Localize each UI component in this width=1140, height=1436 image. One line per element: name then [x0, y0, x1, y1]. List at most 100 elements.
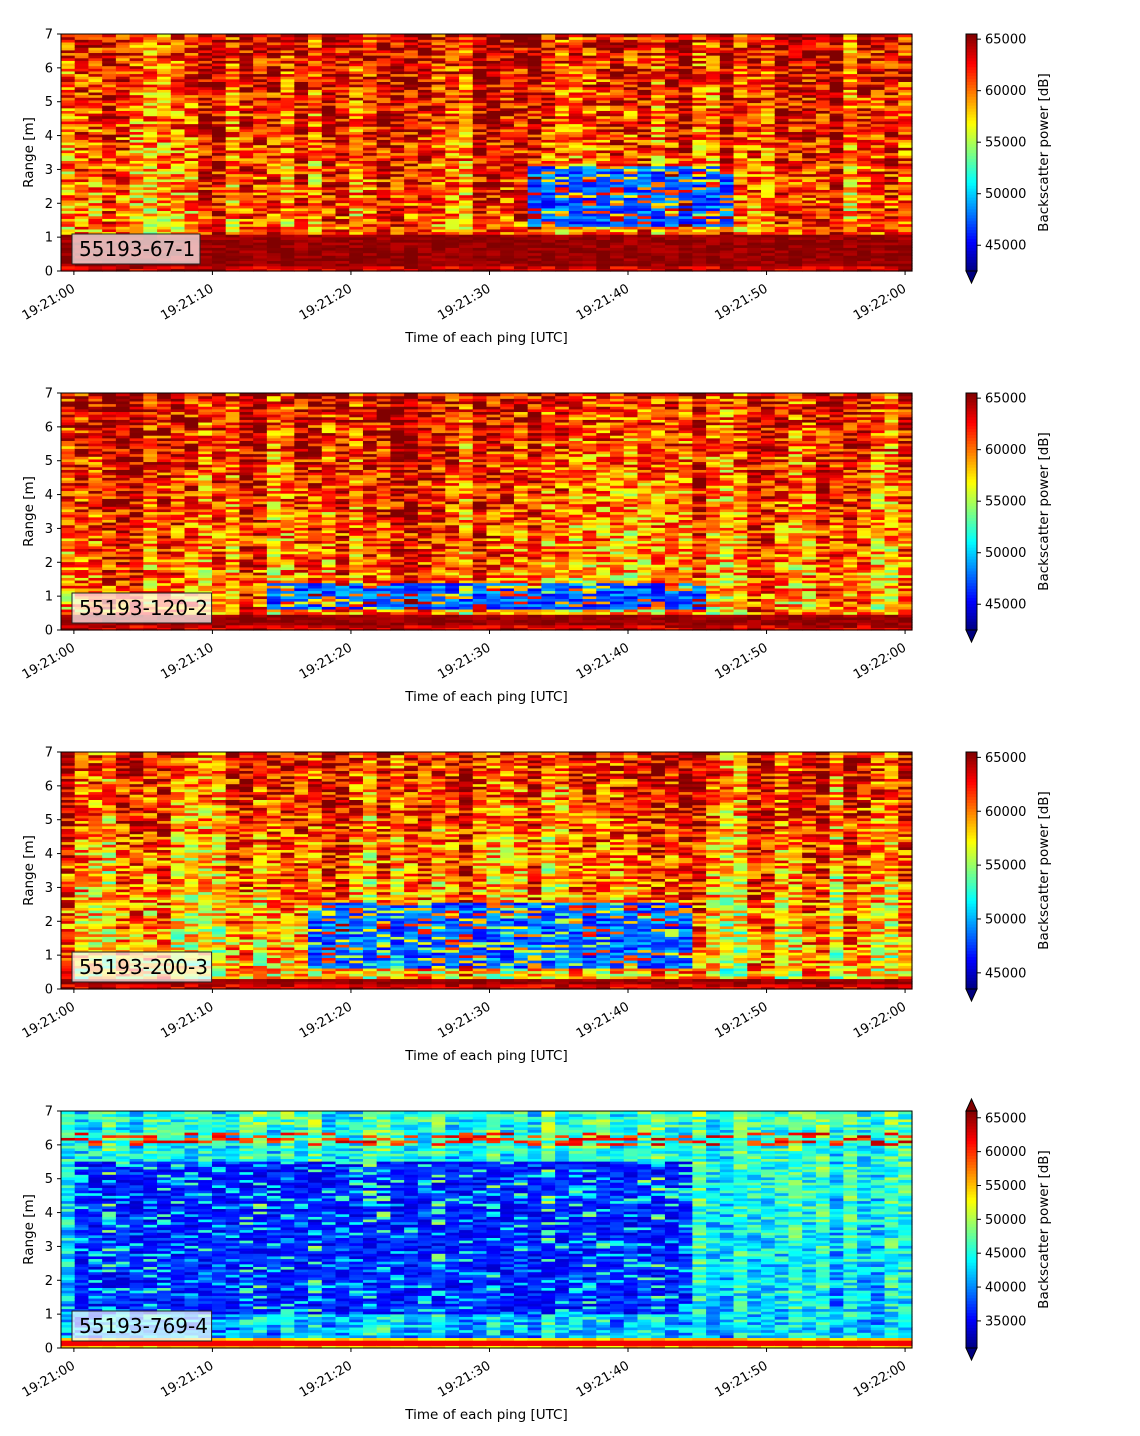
heatmap-cell	[61, 176, 76, 180]
heatmap-cell	[102, 215, 117, 219]
heatmap-cell	[170, 189, 186, 193]
heatmap-cell	[610, 134, 625, 138]
heatmap-cell	[294, 181, 309, 185]
heatmap-cell	[459, 84, 474, 88]
heatmap-cell	[459, 197, 474, 201]
heatmap-cell	[349, 189, 364, 193]
heatmap-cell	[431, 107, 446, 111]
heatmap-cell	[115, 194, 131, 198]
heatmap-cell	[294, 55, 309, 59]
heatmap-cell	[362, 131, 378, 135]
heatmap-cell	[280, 136, 295, 140]
heatmap-cell	[211, 210, 227, 214]
heatmap-cell	[472, 110, 488, 114]
heatmap-cell	[417, 70, 433, 75]
heatmap-cell	[376, 105, 392, 109]
heatmap-cell	[308, 202, 323, 206]
heatmap-cell	[198, 202, 213, 206]
heatmap-cell	[184, 115, 199, 119]
heatmap-cell	[115, 149, 131, 154]
heatmap-cell	[184, 123, 199, 127]
heatmap-cell	[61, 49, 76, 54]
heatmap-cell	[198, 176, 213, 180]
heatmap-cell	[129, 41, 144, 46]
heatmap-cell	[582, 210, 597, 214]
heatmap-cell	[390, 73, 405, 77]
heatmap-cell	[225, 131, 241, 135]
heatmap-cell	[170, 194, 186, 198]
heatmap-cell	[445, 202, 460, 206]
heatmap-cell	[170, 81, 186, 85]
heatmap-cell	[294, 60, 309, 64]
heatmap-cell	[253, 131, 268, 135]
heatmap-cell	[253, 197, 268, 201]
heatmap-cell	[541, 107, 556, 111]
heatmap-cell	[362, 99, 378, 104]
heatmap-cell	[541, 194, 556, 198]
heatmap-cell	[568, 136, 584, 140]
heatmap-cell	[472, 213, 488, 217]
heatmap-cell	[335, 139, 350, 143]
heatmap-cell	[486, 68, 501, 72]
heatmap-cell	[280, 49, 295, 54]
heatmap-cell	[596, 226, 611, 230]
heatmap-cell	[513, 173, 529, 177]
heatmap-cell	[115, 49, 131, 54]
heatmap-cell	[102, 57, 117, 61]
heatmap-cell	[596, 210, 611, 214]
heatmap-cell	[170, 136, 186, 140]
heatmap-cell	[362, 102, 378, 106]
heatmap-cell	[555, 220, 570, 225]
heatmap-cell	[431, 123, 446, 127]
heatmap-cell	[266, 89, 282, 93]
heatmap-cell	[459, 52, 474, 56]
heatmap-cell	[610, 60, 625, 64]
heatmap-cell	[568, 84, 584, 88]
heatmap-cell	[486, 136, 501, 140]
heatmap-cell	[349, 205, 364, 209]
heatmap-cell	[459, 173, 474, 177]
heatmap-cell	[596, 252, 611, 256]
heatmap-cell	[184, 128, 199, 133]
heatmap-cell	[225, 213, 241, 217]
heatmap-cell	[198, 84, 213, 88]
heatmap-cell	[280, 228, 295, 233]
heatmap-cell	[568, 260, 584, 264]
heatmap-cell	[74, 136, 90, 140]
heatmap-cell	[349, 192, 364, 196]
heatmap-cell	[472, 210, 488, 214]
heatmap-cell	[486, 252, 501, 256]
heatmap-cell	[157, 76, 172, 80]
heatmap-cell	[129, 57, 144, 61]
heatmap-cell	[184, 94, 199, 98]
heatmap-cell	[445, 252, 460, 256]
heatmap-cell	[568, 234, 584, 238]
heatmap-cell	[129, 226, 144, 230]
heatmap-cell	[184, 165, 199, 169]
heatmap-cell	[253, 249, 268, 254]
heatmap-cell	[472, 163, 488, 167]
heatmap-cell	[321, 49, 337, 54]
heatmap-cell	[170, 197, 186, 201]
heatmap-cell	[115, 228, 131, 233]
heatmap-cell	[253, 205, 268, 209]
heatmap-cell	[582, 255, 597, 259]
heatmap-cell	[253, 41, 268, 46]
heatmap-cell	[445, 107, 460, 111]
heatmap-cell	[198, 181, 213, 185]
heatmap-cell	[88, 120, 103, 125]
heatmap-cell	[404, 192, 419, 196]
heatmap-cell	[376, 65, 392, 69]
heatmap-cell	[472, 102, 488, 106]
heatmap-cell	[596, 184, 611, 188]
heatmap-cell	[143, 202, 158, 206]
heatmap-cell	[321, 265, 337, 269]
heatmap-cell	[321, 78, 337, 82]
heatmap-cell	[335, 249, 350, 254]
heatmap-cell	[568, 139, 584, 143]
heatmap-cell	[129, 91, 144, 96]
heatmap-cell	[308, 194, 323, 198]
heatmap-cell	[239, 210, 254, 214]
heatmap-cell	[541, 252, 556, 256]
heatmap-cell	[88, 194, 103, 198]
